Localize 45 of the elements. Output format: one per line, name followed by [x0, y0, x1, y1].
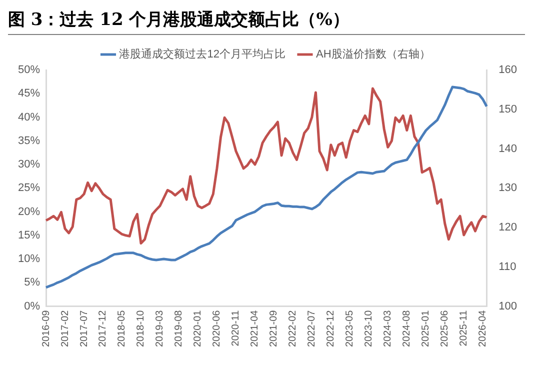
y-tick-label: 20%: [18, 206, 40, 218]
x-tick-label: 2016-09: [40, 310, 52, 348]
y2-tick-label: 100: [498, 300, 518, 312]
x-tick-label: 2023-05: [344, 310, 356, 348]
x-tick-label: 2024-08: [402, 310, 413, 348]
y2-tick-label: 160: [498, 64, 518, 76]
x-tick-label: 2017-12: [98, 310, 109, 348]
chart-title: 图 3：过去 12 个月港股通成交额占比（%）: [8, 8, 525, 35]
x-tick-label: 2020-06: [212, 310, 223, 348]
y-tick-label: 5%: [24, 276, 40, 289]
x-tick-label: 2023-10: [364, 310, 375, 348]
x-tick-label: 2022-02: [288, 310, 299, 348]
x-tick-label: 2022-12: [326, 310, 337, 348]
y2-tick-label: 140: [498, 142, 518, 155]
x-tick-label: 2020-01: [192, 310, 204, 348]
x-tick-label: 2018-10: [136, 310, 147, 348]
y2-tick-label: 130: [498, 182, 518, 194]
y-tick-label: 40%: [18, 111, 40, 124]
x-tick-label: 2020-11: [230, 310, 242, 346]
x-tick-label: 2019-08: [174, 310, 185, 348]
x-tick-label: 2025-01: [420, 310, 432, 348]
x-tick-label: 2019-03: [154, 310, 166, 348]
x-tick-label: 2024-03: [382, 310, 394, 348]
y-tick-label: 45%: [18, 88, 40, 100]
x-tick-label: 2025-06: [440, 310, 451, 348]
x-tick-label: 2026-04: [478, 310, 489, 348]
y-tick-label: 25%: [18, 182, 40, 194]
y-tick-label: 0%: [24, 300, 40, 312]
y-tick-label: 10%: [18, 253, 40, 266]
y-tick-label: 50%: [18, 64, 40, 76]
x-tick-label: 2017-02: [60, 310, 71, 348]
x-tick-label: 2025-11: [458, 310, 470, 346]
legend-label: 港股通成交额过去12个月平均占比: [119, 48, 286, 61]
y-tick-label: 35%: [18, 134, 40, 147]
legend-label: AH股溢价指数（右轴）: [316, 48, 430, 61]
x-tick-label: 2021-09: [268, 310, 280, 348]
y-tick-label: 15%: [18, 229, 40, 242]
y2-tick-label: 110: [498, 260, 516, 273]
y2-tick-label: 150: [498, 103, 518, 116]
x-tick-label: 2018-05: [116, 310, 128, 348]
y2-tick-label: 120: [498, 222, 518, 234]
x-tick-label: 2017-07: [78, 310, 90, 348]
x-tick-label: 2022-07: [306, 310, 318, 348]
x-tick-label: 2021-04: [250, 310, 261, 348]
y-tick-label: 30%: [18, 158, 40, 171]
